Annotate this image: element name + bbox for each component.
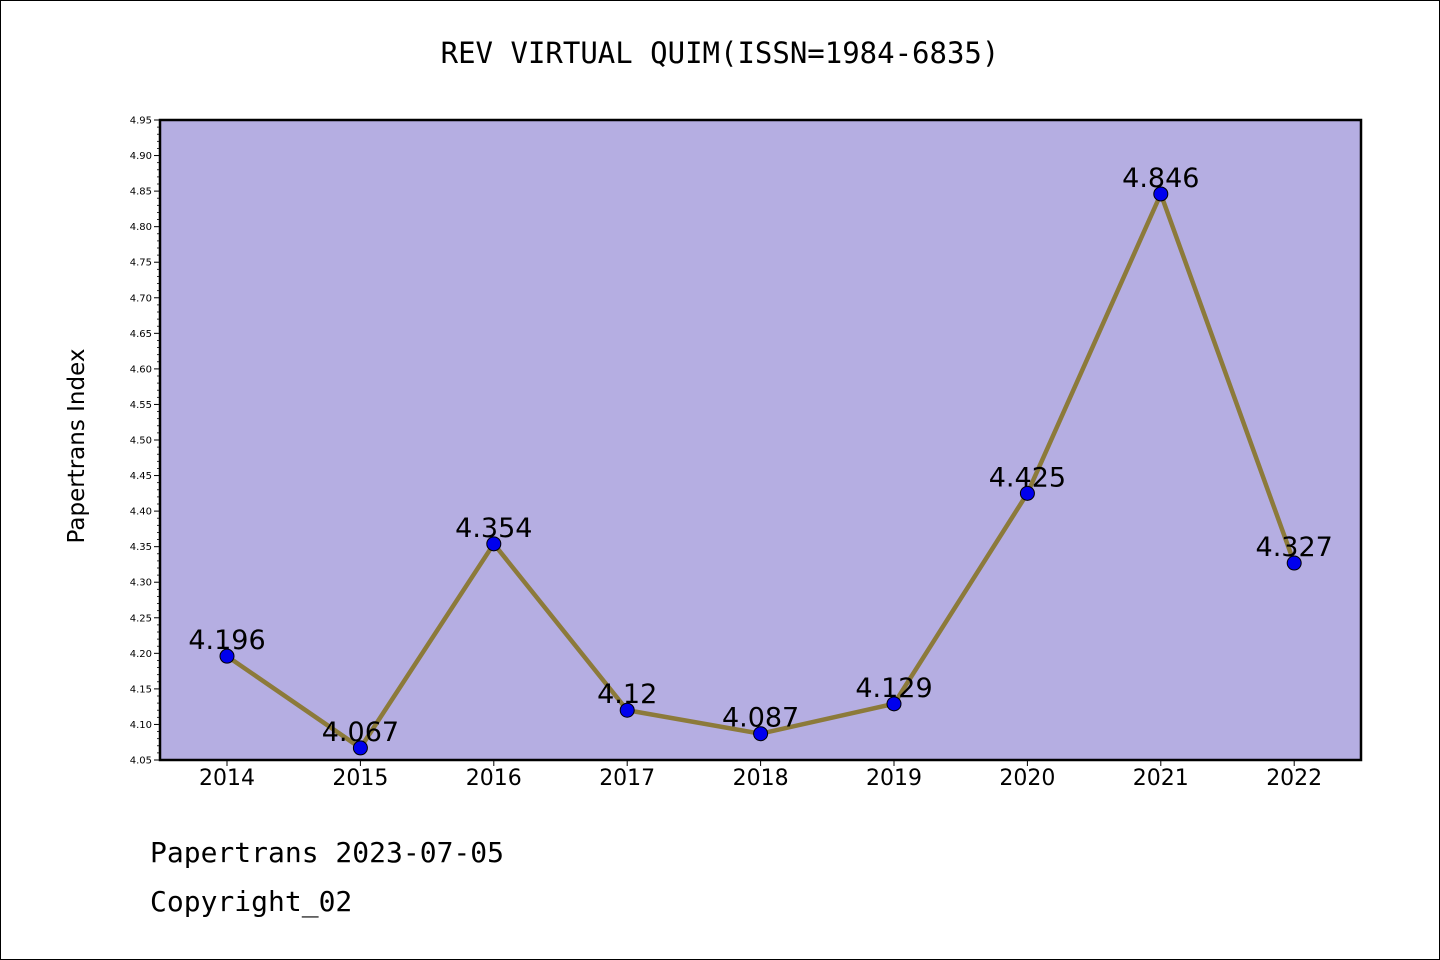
data-label-2020: 4.425 <box>989 462 1066 493</box>
y-tick-label: 4.80 <box>130 222 152 233</box>
data-point-2021 <box>1153 186 1169 202</box>
y-tick-label: 4.05 <box>130 756 152 767</box>
y-tick-label: 4.70 <box>130 293 152 304</box>
x-tick-label: 2014 <box>199 766 255 791</box>
y-tick-label: 4.40 <box>130 507 152 518</box>
data-point-2022 <box>1286 555 1302 571</box>
footer-copyright: Copyright_02 <box>150 885 353 918</box>
data-label-2021: 4.846 <box>1122 163 1199 194</box>
data-labels: 4.196 4.067 4.354 4.12 4.087 4.129 4.425 4.846 4… <box>188 163 1332 748</box>
data-point-2014 <box>219 648 235 664</box>
data-point-2018 <box>753 726 769 742</box>
y-tick-label: 4.85 <box>130 187 152 198</box>
series-papertrans-index <box>219 186 1302 756</box>
data-point-2017 <box>619 702 635 718</box>
data-point-2020 <box>1019 485 1035 501</box>
data-label-2019: 4.129 <box>855 673 932 704</box>
x-tick-label: 2019 <box>866 766 922 791</box>
y-tick-label: 4.60 <box>130 364 152 375</box>
data-label-2016: 4.354 <box>455 513 532 544</box>
x-tick-label: 2020 <box>999 766 1055 791</box>
y-tick-label: 4.20 <box>130 649 152 660</box>
footer-date: Papertrans 2023-07-05 <box>150 836 505 869</box>
y-tick-label: 4.95 <box>130 116 152 127</box>
y-tick-label: 4.90 <box>130 151 152 162</box>
y-tick-label: 4.50 <box>130 436 152 447</box>
x-axis: 2014 2015 2016 2017 2018 2019 2020 2021 2022 <box>199 760 1322 791</box>
y-axis: 4.05 4.10 4.15 4.20 4.25 4.30 4.35 4.40 4.45 4.50… <box>130 116 160 767</box>
x-tick-label: 2018 <box>733 766 789 791</box>
y-tick-label: 4.35 <box>130 542 152 553</box>
y-tick-label: 4.25 <box>130 613 152 624</box>
data-point-2019 <box>886 696 902 712</box>
plot-area <box>160 120 1361 760</box>
x-tick-label: 2016 <box>466 766 522 791</box>
x-tick-label: 2021 <box>1133 766 1189 791</box>
y-tick-label: 4.10 <box>130 720 152 731</box>
data-label-2015: 4.067 <box>322 717 399 748</box>
data-point-2015 <box>352 740 368 756</box>
x-tick-label: 2022 <box>1266 766 1322 791</box>
chart-title: REV VIRTUAL QUIM(ISSN=1984-6835) <box>440 36 1000 70</box>
data-label-2014: 4.196 <box>188 625 265 656</box>
x-tick-label: 2015 <box>332 766 388 791</box>
y-tick-label: 4.75 <box>130 258 152 269</box>
data-point-2016 <box>486 536 502 552</box>
data-label-2022: 4.327 <box>1256 532 1333 563</box>
y-tick-label: 4.15 <box>130 684 152 695</box>
y-tick-label: 4.45 <box>130 471 152 482</box>
y-axis-label: Papertrans Index <box>64 349 90 544</box>
data-label-2018: 4.087 <box>722 703 799 734</box>
y-tick-label: 4.65 <box>130 329 152 340</box>
plot-border <box>158 118 1363 762</box>
x-tick-label: 2017 <box>599 766 655 791</box>
data-label-2017: 4.12 <box>597 679 657 710</box>
y-tick-label: 4.30 <box>130 578 152 589</box>
y-tick-label: 4.55 <box>130 400 152 411</box>
